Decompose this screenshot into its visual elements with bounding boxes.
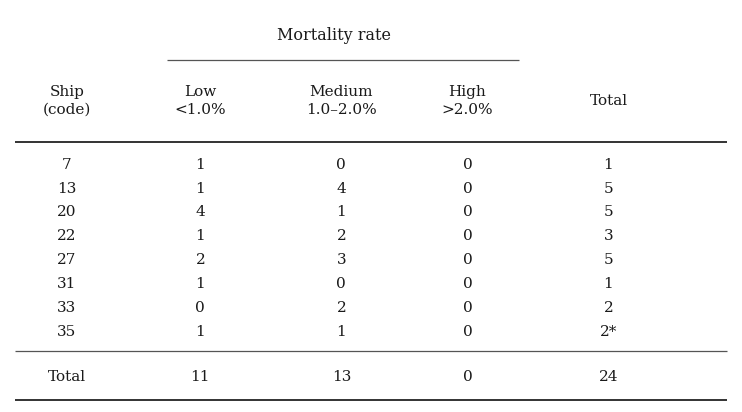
Text: 33: 33 xyxy=(57,301,76,315)
Text: 0: 0 xyxy=(462,182,473,196)
Text: 22: 22 xyxy=(57,229,76,243)
Text: 2: 2 xyxy=(603,301,614,315)
Text: 0: 0 xyxy=(336,158,347,172)
Text: 2: 2 xyxy=(336,301,347,315)
Text: 0: 0 xyxy=(462,229,473,243)
Text: 35: 35 xyxy=(57,325,76,339)
Text: 0: 0 xyxy=(462,158,473,172)
Text: 1: 1 xyxy=(195,158,206,172)
Text: 0: 0 xyxy=(195,301,206,315)
Text: 13: 13 xyxy=(332,370,351,384)
Text: 1: 1 xyxy=(195,182,206,196)
Text: 0: 0 xyxy=(462,370,473,384)
Text: Low
<1.0%: Low <1.0% xyxy=(174,85,226,117)
Text: 1: 1 xyxy=(603,277,614,291)
Text: 1: 1 xyxy=(336,206,347,220)
Text: High
>2.0%: High >2.0% xyxy=(441,85,493,117)
Text: 0: 0 xyxy=(462,277,473,291)
Text: 0: 0 xyxy=(462,325,473,339)
Text: 0: 0 xyxy=(462,253,473,267)
Text: 5: 5 xyxy=(604,253,613,267)
Text: 20: 20 xyxy=(57,206,76,220)
Text: 2*: 2* xyxy=(600,325,617,339)
Text: 5: 5 xyxy=(604,182,613,196)
Text: 13: 13 xyxy=(57,182,76,196)
Text: 1: 1 xyxy=(336,325,347,339)
Text: 0: 0 xyxy=(462,301,473,315)
Text: 11: 11 xyxy=(191,370,210,384)
Text: 1: 1 xyxy=(195,229,206,243)
Text: 24: 24 xyxy=(599,370,618,384)
Text: 2: 2 xyxy=(195,253,206,267)
Text: Total: Total xyxy=(47,370,86,384)
Text: 7: 7 xyxy=(62,158,71,172)
Text: 0: 0 xyxy=(462,206,473,220)
Text: Medium
1.0–2.0%: Medium 1.0–2.0% xyxy=(306,85,377,117)
Text: 5: 5 xyxy=(604,206,613,220)
Text: 0: 0 xyxy=(336,277,347,291)
Text: 2: 2 xyxy=(336,229,347,243)
Text: Ship
(code): Ship (code) xyxy=(42,85,91,117)
Text: 1: 1 xyxy=(195,277,206,291)
Text: 4: 4 xyxy=(336,182,347,196)
Text: 4: 4 xyxy=(195,206,206,220)
Text: Total: Total xyxy=(589,94,628,108)
Text: 31: 31 xyxy=(57,277,76,291)
Text: 1: 1 xyxy=(603,158,614,172)
Text: Mortality rate: Mortality rate xyxy=(277,26,391,44)
Text: 27: 27 xyxy=(57,253,76,267)
Text: 1: 1 xyxy=(195,325,206,339)
Text: 3: 3 xyxy=(337,253,346,267)
Text: 3: 3 xyxy=(604,229,613,243)
